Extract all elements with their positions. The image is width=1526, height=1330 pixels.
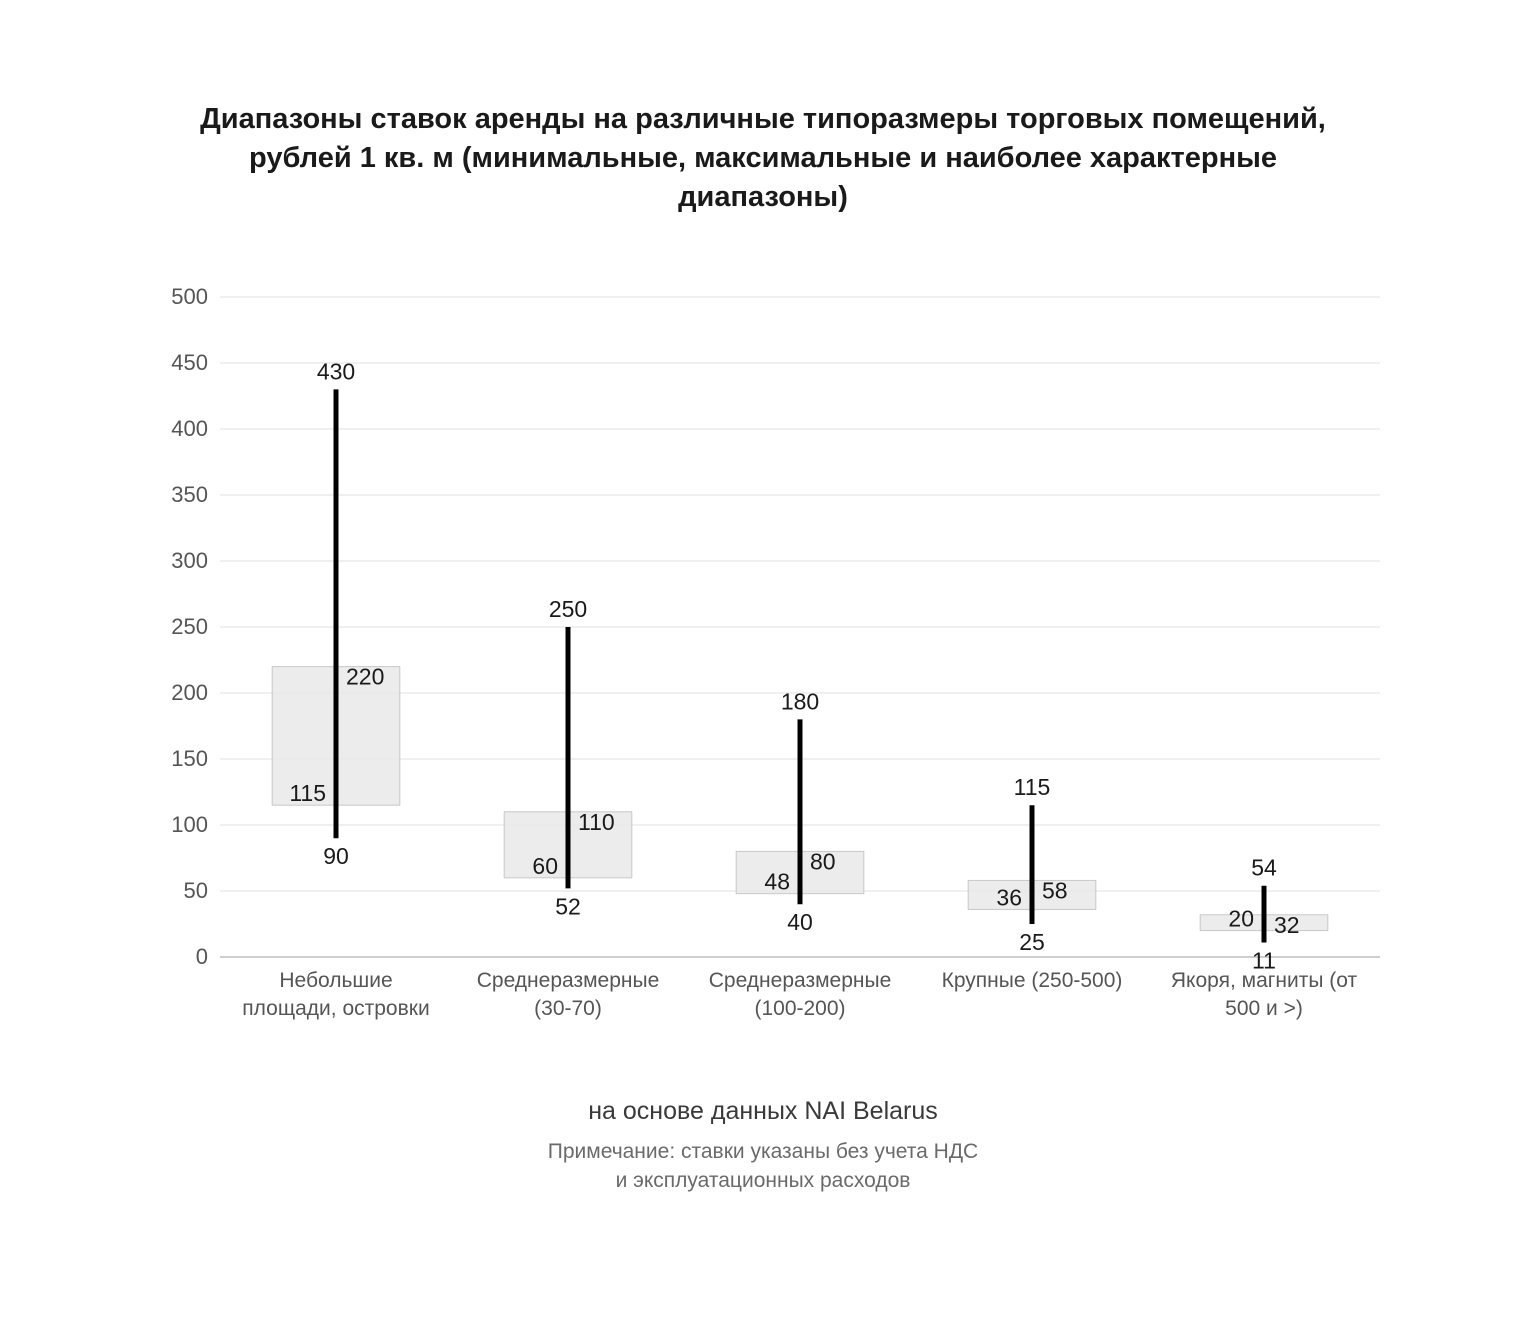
y-tick-label: 100	[171, 812, 208, 837]
y-tick-label: 200	[171, 680, 208, 705]
y-tick-label: 150	[171, 746, 208, 771]
value-label-min: 25	[1019, 929, 1045, 955]
value-label-min: 52	[555, 894, 581, 920]
x-category-label: (30-70)	[534, 997, 602, 1020]
chart-plot-area: 0 50 100 150 200 250 300 350 400 450 500 430 90 220 11…	[140, 277, 1400, 1057]
y-tick-label: 500	[171, 284, 208, 309]
value-label-max: 180	[781, 689, 819, 715]
value-label-box-low: 48	[764, 869, 790, 895]
value-label-box-high: 110	[578, 809, 615, 835]
y-tick-label: 400	[171, 416, 208, 441]
x-category-label: 500 и >)	[1225, 997, 1303, 1020]
y-tick-label: 250	[171, 614, 208, 639]
boxplot-chart: 0 50 100 150 200 250 300 350 400 450 500 430 90 220 11…	[140, 277, 1400, 1057]
chart-note-footnote: Примечание: ставки указаны без учета НДС…	[140, 1138, 1386, 1195]
value-label-box-low: 115	[289, 781, 326, 807]
value-label-box-high: 220	[346, 664, 384, 690]
x-category-label: (100-200)	[754, 997, 845, 1020]
x-category-label: Крупные (250-500)	[942, 969, 1123, 992]
value-label-box-high: 80	[810, 849, 836, 875]
y-tick-label: 450	[171, 350, 208, 375]
chart-container: Диапазоны ставок аренды на различные тип…	[0, 0, 1526, 1330]
x-category-label: Среднеразмерные	[477, 969, 660, 992]
x-category-label: Небольшие	[279, 969, 392, 992]
chart-source-footnote: на основе данных NAI Belarus	[140, 1097, 1386, 1126]
x-category-label: Среднеразмерные	[709, 969, 892, 992]
value-label-min: 40	[787, 910, 813, 936]
value-label-max: 54	[1251, 855, 1277, 881]
value-label-min: 90	[323, 844, 349, 870]
x-category-label: Якоря, магниты (от	[1171, 969, 1358, 992]
value-label-max: 430	[317, 359, 355, 385]
value-label-box-high: 58	[1042, 878, 1068, 904]
y-tick-label: 0	[196, 944, 208, 969]
value-label-box-low: 36	[996, 885, 1022, 911]
value-label-max: 115	[1014, 775, 1051, 801]
x-category-label: площади, островки	[242, 997, 429, 1020]
value-label-max: 250	[549, 596, 587, 622]
value-label-box-low: 20	[1228, 906, 1254, 932]
chart-title: Диапазоны ставок аренды на различные тип…	[163, 100, 1363, 217]
value-label-box-high: 32	[1274, 912, 1300, 938]
y-tick-label: 300	[171, 548, 208, 573]
y-tick-label: 350	[171, 482, 208, 507]
y-tick-label: 50	[184, 878, 208, 903]
value-label-box-low: 60	[532, 853, 558, 879]
